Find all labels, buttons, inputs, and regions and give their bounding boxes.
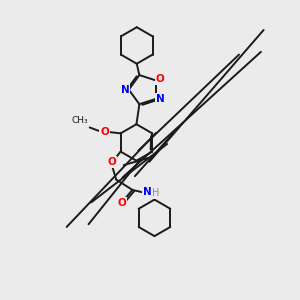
- Text: O: O: [107, 157, 116, 167]
- Text: N: N: [121, 85, 129, 94]
- Text: N: N: [143, 187, 152, 197]
- Text: O: O: [100, 127, 109, 137]
- Text: N: N: [156, 94, 165, 103]
- Text: CH₃: CH₃: [72, 116, 88, 125]
- Text: O: O: [117, 198, 126, 208]
- Text: H: H: [152, 188, 160, 198]
- Text: O: O: [156, 74, 165, 84]
